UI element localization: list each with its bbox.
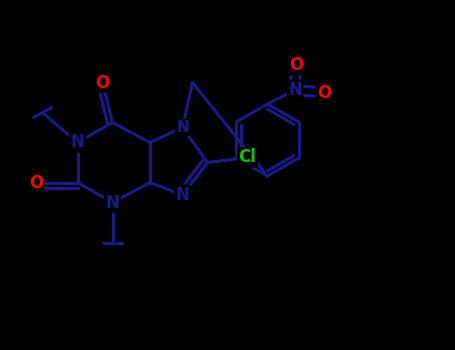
Text: O: O bbox=[317, 84, 331, 101]
Text: Cl: Cl bbox=[238, 148, 257, 167]
Text: O: O bbox=[29, 174, 43, 191]
Text: N: N bbox=[176, 186, 189, 204]
Text: N: N bbox=[176, 120, 189, 135]
Text: N: N bbox=[71, 133, 85, 152]
Text: O: O bbox=[96, 74, 110, 91]
Text: N: N bbox=[106, 194, 119, 211]
Text: O: O bbox=[289, 56, 303, 74]
Text: N: N bbox=[288, 81, 302, 99]
